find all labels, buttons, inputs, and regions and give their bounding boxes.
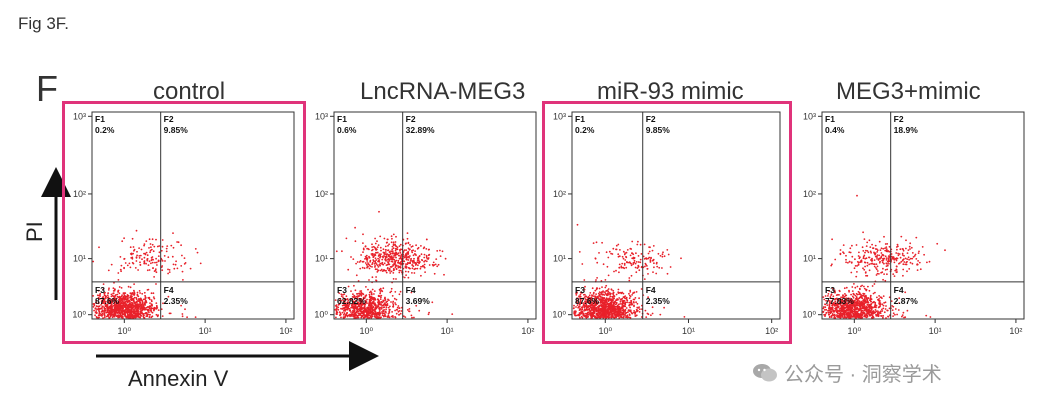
flow-panel: 10⁰10¹10²10³10³10²10¹10⁰F10.6%F232.89%F3… (304, 101, 615, 349)
panel-title-lncrna-meg3: LncRNA-MEG3 (360, 78, 526, 105)
x-tick-label: 10⁰ (118, 326, 132, 336)
plot-frame (333, 111, 537, 320)
quadrant-name: F4 (646, 285, 656, 295)
y-tick-label: 10⁰ (802, 310, 816, 320)
scatter-plot: 10⁰10¹10²10³10³10²10¹10⁰F10.2%F29.85%F38… (72, 111, 373, 336)
x-tick-label: 10¹ (199, 326, 212, 336)
plot-frame (571, 111, 781, 320)
quadrant-value: 62.82% (337, 296, 366, 306)
x-tick-label: 10² (765, 326, 778, 336)
y-axis-label: PI (22, 221, 47, 242)
scatter-points (92, 229, 202, 319)
x-tick-label: 10⁰ (360, 326, 374, 336)
panel-title-mir93-mimic: miR-93 mimic (597, 78, 744, 105)
quadrant-value: 0.6% (337, 125, 357, 135)
quadrant-value: 2.35% (646, 296, 671, 306)
quadrant-name: F4 (406, 285, 416, 295)
y-tick-label: 10¹ (315, 254, 328, 264)
quadrant-name: F4 (164, 285, 174, 295)
quadrant-name: F1 (575, 114, 585, 124)
y-tick-label: 10⁰ (72, 310, 86, 320)
scatter-plot: 10⁰10¹10²10³10³10²10¹10⁰F10.2%F29.85%F38… (552, 111, 861, 336)
quadrant-name: F3 (825, 285, 835, 295)
x-tick-label: 10¹ (929, 326, 942, 336)
quadrant-value: 2.87% (894, 296, 919, 306)
quadrant-name: F3 (95, 285, 105, 295)
quadrant-value: 0.2% (575, 125, 595, 135)
quadrant-name: F2 (164, 114, 174, 124)
wechat-icon (753, 363, 777, 381)
quadrant-name: F1 (825, 114, 835, 124)
figure-caption: Fig 3F. (18, 14, 70, 33)
x-tick-label: 10² (521, 326, 534, 336)
quadrant-name: F2 (646, 114, 656, 124)
x-axis-label: Annexin V (128, 366, 229, 391)
flow-panel: 10⁰10¹10²10³10³10²10¹10⁰F10.2%F29.85%F38… (62, 101, 373, 349)
y-tick-label: 10¹ (803, 254, 816, 264)
quadrant-name: F3 (575, 285, 585, 295)
quadrant-name: F4 (894, 285, 904, 295)
flow-panel: 10⁰10¹10²10³10³10²10¹10⁰F10.4%F218.9%F37… (792, 101, 1036, 349)
highlight-box (62, 101, 306, 344)
x-tick-label: 10⁰ (598, 326, 612, 336)
quadrant-value: 87.6% (575, 296, 600, 306)
quadrant-value: 77.83% (825, 296, 854, 306)
quadrant-value: 32.89% (406, 125, 435, 135)
x-tick-label: 10¹ (682, 326, 695, 336)
quadrant-value: 18.9% (894, 125, 919, 135)
quadrant-name: F3 (337, 285, 347, 295)
y-tick-label: 10¹ (73, 254, 86, 264)
panel-title-meg3-mimic: MEG3+mimic (836, 78, 981, 105)
highlight-box (542, 101, 792, 344)
x-tick-label: 10⁰ (848, 326, 862, 336)
quadrant-name: F1 (95, 114, 105, 124)
y-tick-label: 10² (553, 189, 566, 199)
plot-frame (91, 111, 295, 320)
quadrant-value: 3.69% (406, 296, 431, 306)
y-tick-label: 10¹ (553, 254, 566, 264)
quadrant-value: 9.85% (646, 125, 671, 135)
quadrant-name: F1 (337, 114, 347, 124)
x-tick-label: 10² (1009, 326, 1022, 336)
y-tick-label: 10³ (553, 111, 566, 121)
quadrant-value: 2.35% (164, 296, 189, 306)
quadrant-value: 9.85% (164, 125, 189, 135)
y-tick-label: 10² (315, 189, 328, 199)
x-tick-label: 10² (279, 326, 292, 336)
quadrant-value: 0.2% (95, 125, 115, 135)
scatter-plot: 10⁰10¹10²10³10³10²10¹10⁰F10.4%F218.9%F37… (802, 111, 1025, 336)
y-tick-label: 10³ (315, 111, 328, 121)
quadrant-value: 87.6% (95, 296, 120, 306)
y-tick-label: 10³ (803, 111, 816, 121)
panel-letter: F (36, 68, 58, 109)
quadrant-value: 0.4% (825, 125, 845, 135)
y-tick-label: 10² (803, 189, 816, 199)
y-tick-label: 10⁰ (552, 310, 566, 320)
y-tick-label: 10⁰ (314, 310, 328, 320)
quadrant-name: F2 (894, 114, 904, 124)
flow-panel: 10⁰10¹10²10³10³10²10¹10⁰F10.2%F29.85%F38… (542, 101, 861, 349)
y-tick-label: 10³ (73, 111, 86, 121)
scatter-plot: 10⁰10¹10²10³10³10²10¹10⁰F10.6%F232.89%F3… (314, 111, 615, 336)
y-tick-label: 10² (73, 189, 86, 199)
scatter-points (334, 210, 454, 319)
watermark: 公众号 · 洞察学术 (752, 358, 942, 387)
x-tick-label: 10¹ (441, 326, 454, 336)
quadrant-name: F2 (406, 114, 416, 124)
scatter-points (572, 223, 686, 319)
plot-frame (821, 111, 1025, 320)
panel-title-control: control (153, 78, 226, 105)
